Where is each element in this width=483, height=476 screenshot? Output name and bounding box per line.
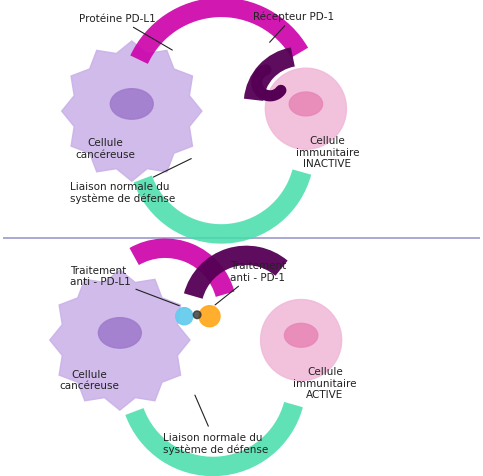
Circle shape <box>176 308 193 325</box>
Text: Traitement
anti - PD-L1: Traitement anti - PD-L1 <box>70 265 179 306</box>
Text: Cellule
immunitaire
INACTIVE: Cellule immunitaire INACTIVE <box>296 136 359 169</box>
Text: Cellule
immunitaire
ACTIVE: Cellule immunitaire ACTIVE <box>293 367 357 400</box>
Circle shape <box>199 306 220 327</box>
Circle shape <box>193 311 201 319</box>
Circle shape <box>261 300 341 381</box>
Text: Liaison normale du
système de défense: Liaison normale du système de défense <box>163 395 268 454</box>
Text: Cellule
cancéreuse: Cellule cancéreuse <box>76 138 136 159</box>
Ellipse shape <box>110 89 153 120</box>
Polygon shape <box>50 270 190 410</box>
Text: Liaison normale du
système de défense: Liaison normale du système de défense <box>70 159 191 204</box>
Ellipse shape <box>284 324 318 347</box>
Text: Protéine PD-L1: Protéine PD-L1 <box>79 14 172 51</box>
Text: Traitement
anti - PD-1: Traitement anti - PD-1 <box>215 260 286 305</box>
Circle shape <box>265 69 346 150</box>
Text: Récepteur PD-1: Récepteur PD-1 <box>254 11 335 43</box>
Ellipse shape <box>289 93 323 117</box>
Text: Cellule
cancéreuse: Cellule cancéreuse <box>59 369 119 390</box>
Ellipse shape <box>99 318 142 348</box>
Polygon shape <box>62 42 202 182</box>
